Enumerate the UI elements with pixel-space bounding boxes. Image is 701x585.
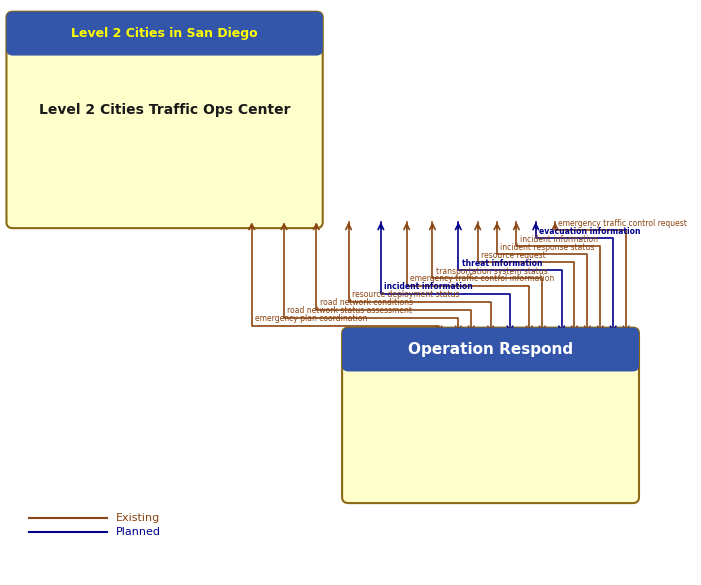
FancyBboxPatch shape <box>6 12 322 228</box>
Text: Existing: Existing <box>116 512 161 523</box>
Text: Planned: Planned <box>116 527 161 538</box>
Text: Operation Respond: Operation Respond <box>408 342 573 357</box>
FancyBboxPatch shape <box>342 328 639 371</box>
Text: emergency traffic control information: emergency traffic control information <box>410 274 554 284</box>
Text: incident information: incident information <box>519 235 597 244</box>
FancyBboxPatch shape <box>342 328 639 503</box>
Text: incident information: incident information <box>384 283 472 291</box>
Text: Level 2 Cities Traffic Ops Center: Level 2 Cities Traffic Ops Center <box>39 103 290 117</box>
Text: threat information: threat information <box>461 259 542 267</box>
Text: incident response status: incident response status <box>501 243 594 252</box>
Text: emergency traffic control request: emergency traffic control request <box>558 219 687 228</box>
Text: evacuation information: evacuation information <box>539 227 641 236</box>
Text: Level 2 Cities in San Diego: Level 2 Cities in San Diego <box>72 27 258 40</box>
Text: resource request: resource request <box>481 250 545 260</box>
Text: road network status assessment: road network status assessment <box>287 306 412 315</box>
Text: transportation system status: transportation system status <box>436 267 547 276</box>
Text: resource deployment status: resource deployment status <box>352 290 459 300</box>
Text: emergency plan coordination: emergency plan coordination <box>255 314 367 323</box>
FancyBboxPatch shape <box>6 12 322 56</box>
Text: road network conditions: road network conditions <box>320 298 412 307</box>
